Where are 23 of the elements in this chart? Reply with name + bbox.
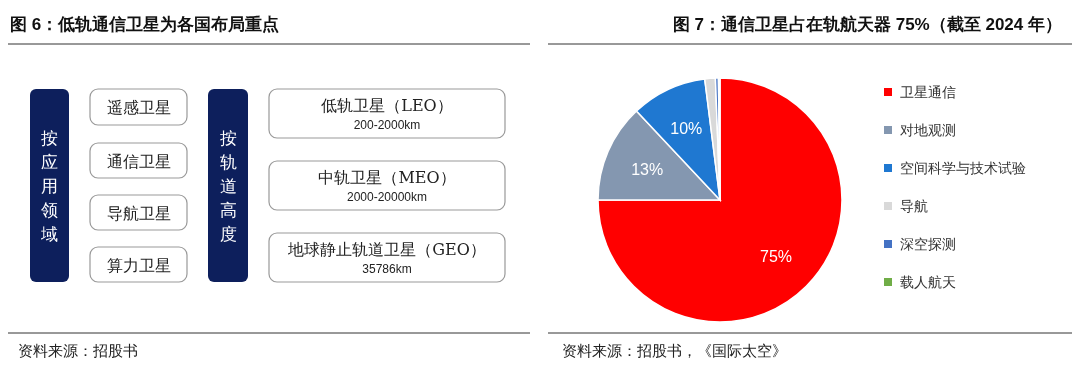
text: 中轨卫星（MEO） 2000-20000km	[318, 167, 456, 204]
legend-label: 卫星通信	[900, 84, 956, 100]
text: 导航卫星	[106, 203, 171, 223]
legend-label: 导航	[900, 198, 928, 214]
data-label: 75%	[760, 248, 793, 266]
legend-label: 载人航天	[900, 274, 956, 290]
category-panel: 按轨道高度	[208, 89, 248, 282]
text: 资料来源：招股书，《国际太空》	[562, 342, 787, 360]
chart-title: 图 7：通信卫星占在轨航天器 75%（截至 2024 年）	[672, 15, 1062, 34]
text: 地球静止轨道卫星（GEO） 35786km	[287, 239, 486, 276]
legend-label: 空间科学与技术试验	[900, 160, 1026, 176]
data-label: 13%	[631, 160, 664, 178]
text: 算力卫星	[106, 255, 171, 275]
pie-slice	[597, 77, 843, 323]
legend-label: 对地观测	[900, 122, 956, 138]
category-panel: 按应用领域	[30, 89, 69, 282]
text: 图 6：低轨通信卫星为各国布局重点	[10, 15, 280, 34]
legend-label: 深空探测	[900, 236, 956, 252]
text: 资料来源：招股书	[18, 342, 138, 360]
text: 低轨卫星（LEO） 200-2000km	[321, 95, 453, 132]
text: 遥感卫星	[106, 98, 171, 117]
text: 通信卫星	[106, 151, 171, 171]
data-label: 10%	[670, 120, 703, 138]
